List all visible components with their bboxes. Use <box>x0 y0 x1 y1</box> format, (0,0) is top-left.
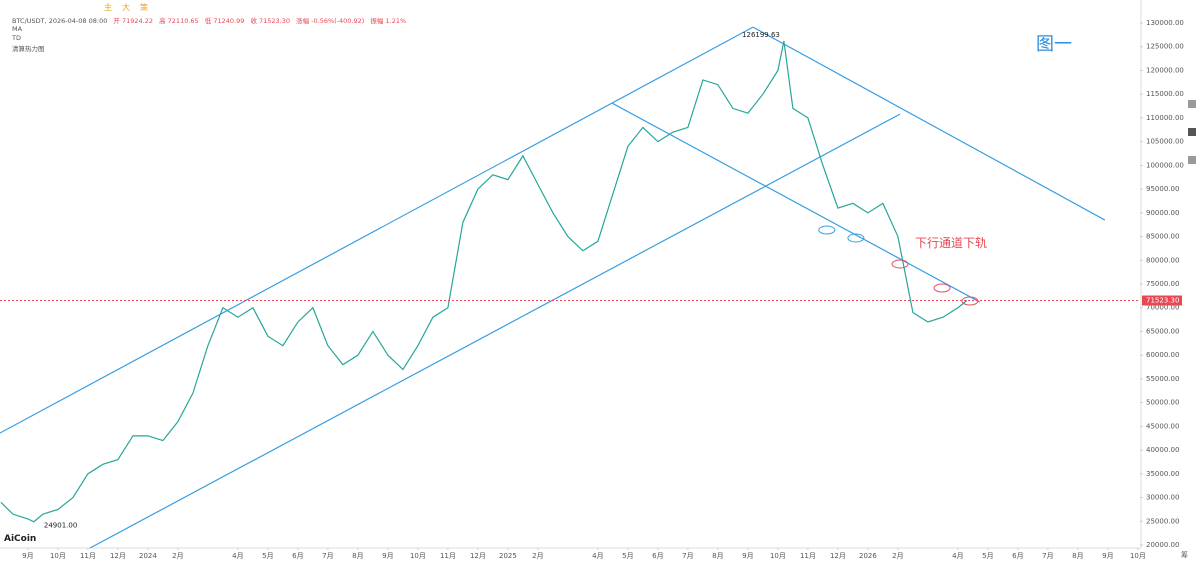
x-tick-label: 6月 <box>1012 552 1023 560</box>
last-price-label: 71523.30 <box>1146 297 1179 305</box>
y-tick-label: 115000.00 <box>1146 90 1184 98</box>
quote-row: BTC/USDT, 2026-04-08 08:00 开 71924.22 高 … <box>12 15 410 25</box>
x-tick-label: 7月 <box>1042 552 1053 560</box>
y-tick-label: 80000.00 <box>1146 256 1179 264</box>
side-icon[interactable] <box>1188 156 1196 164</box>
quote: 振幅 1.21% <box>370 17 407 25</box>
y-tick-label: 65000.00 <box>1146 327 1179 335</box>
indicator[interactable]: TD <box>12 34 21 42</box>
x-tick-label: 8月 <box>1072 552 1083 560</box>
x-tick-label: 12月 <box>110 552 126 560</box>
y-tick-label: 30000.00 <box>1146 494 1179 502</box>
tool-button[interactable]: 策 <box>140 3 148 12</box>
y-tick-label: 35000.00 <box>1146 470 1179 478</box>
quote: 开 71924.22 <box>113 17 154 25</box>
y-tick-label: 100000.00 <box>1146 161 1184 169</box>
y-tick-label: 75000.00 <box>1146 280 1179 288</box>
x-tick-label: 4月 <box>232 552 243 560</box>
indicator[interactable]: 清算热力图 <box>12 45 45 53</box>
circle-marker <box>818 225 836 235</box>
x-tick-label: 11月 <box>800 552 816 560</box>
y-tick-label: 125000.00 <box>1146 43 1184 51</box>
x-tick-label: 7月 <box>322 552 333 560</box>
x-tick-label: 9月 <box>382 552 393 560</box>
x-tick-label: 9月 <box>742 552 753 560</box>
high-label: 126199.63 <box>742 31 780 39</box>
trend-line <box>611 102 981 303</box>
side-icon[interactable] <box>1188 128 1196 136</box>
x-tick-label: 6月 <box>292 552 303 560</box>
tool-button[interactable]: 大 <box>122 3 130 12</box>
y-tick-label: 70000.00 <box>1146 304 1179 312</box>
x-tick-label: 5月 <box>982 552 993 560</box>
x-tick-label: 12月 <box>830 552 846 560</box>
x-tick-label: 12月 <box>470 552 486 560</box>
circle-marker <box>933 283 951 293</box>
quote: 低 71240.99 <box>204 17 245 25</box>
annotation: 下行通道下轨 <box>915 236 988 250</box>
side-icon[interactable] <box>1188 100 1196 108</box>
trend-line <box>752 26 1106 221</box>
symbol: BTC/USDT, 2026-04-08 08:00 <box>12 17 108 25</box>
x-tick-label: 2月 <box>532 552 543 560</box>
x-tick-label: 9月 <box>22 552 33 560</box>
last-price-tag <box>1142 295 1182 306</box>
y-tick-label: 110000.00 <box>1146 114 1184 122</box>
y-tick-label: 45000.00 <box>1146 422 1179 430</box>
quote: 涨幅 -0.56%(-400.92) <box>296 17 365 25</box>
low-label: 24901.00 <box>44 522 77 530</box>
quote: 收 71523.30 <box>250 17 291 25</box>
y-tick-label: 90000.00 <box>1146 209 1179 217</box>
indicator[interactable]: MA <box>12 25 23 33</box>
tool-button[interactable]: 主 <box>104 3 112 12</box>
x-tick-label: 11月 <box>80 552 96 560</box>
x-tick-label: 7月 <box>682 552 693 560</box>
x-tick-label: 10月 <box>50 552 66 560</box>
x-tick-label: 4月 <box>592 552 603 560</box>
x-tick-label: 11月 <box>440 552 456 560</box>
trend-line <box>89 113 901 549</box>
brand: AiCoin <box>4 534 37 544</box>
y-tick-label: 95000.00 <box>1146 185 1179 193</box>
y-tick-label: 60000.00 <box>1146 351 1179 359</box>
y-tick-label: 50000.00 <box>1146 399 1179 407</box>
y-tick-label: 40000.00 <box>1146 446 1179 454</box>
y-tick-label: 55000.00 <box>1146 375 1179 383</box>
x-tick-label: 2024 <box>139 552 157 560</box>
x-tick-label: 2026 <box>859 552 877 560</box>
circle-marker <box>961 296 979 306</box>
y-tick-label: 105000.00 <box>1146 138 1184 146</box>
side-label[interactable]: 筹 <box>1181 551 1188 559</box>
x-tick-label: 2月 <box>892 552 903 560</box>
x-tick-label: 2025 <box>499 552 517 560</box>
y-tick-label: 130000.00 <box>1146 19 1184 27</box>
x-tick-label: 2月 <box>172 552 183 560</box>
x-tick-label: 5月 <box>622 552 633 560</box>
x-tick-label: 10月 <box>410 552 426 560</box>
circle-marker <box>891 259 909 269</box>
x-tick-label: 5月 <box>262 552 273 560</box>
x-tick-label: 8月 <box>352 552 363 560</box>
price-line <box>0 40 968 523</box>
quote: 高 72110.65 <box>159 17 199 25</box>
x-tick-label: 8月 <box>712 552 723 560</box>
x-tick-label: 6月 <box>652 552 663 560</box>
x-tick-label: 4月 <box>952 552 963 560</box>
y-tick-label: 120000.00 <box>1146 66 1184 74</box>
trend-line <box>0 26 754 434</box>
x-tick-label: 10月 <box>770 552 786 560</box>
figure-label: 图一 <box>1036 34 1072 55</box>
y-tick-label: 25000.00 <box>1146 517 1179 525</box>
y-tick-label: 20000.00 <box>1146 541 1179 549</box>
x-tick-label: 9月 <box>1102 552 1113 560</box>
y-tick-label: 85000.00 <box>1146 233 1179 241</box>
x-tick-label: 10月 <box>1130 552 1146 560</box>
circle-marker <box>847 233 865 243</box>
